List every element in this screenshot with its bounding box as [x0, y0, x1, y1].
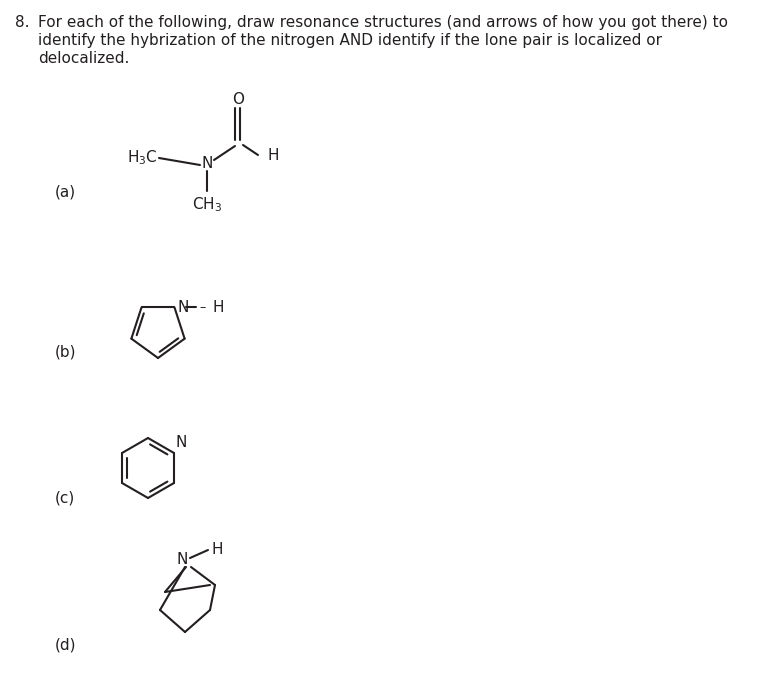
Text: delocalized.: delocalized.	[38, 51, 129, 66]
Text: N: N	[176, 435, 187, 450]
Text: (b): (b)	[55, 345, 77, 360]
Text: H: H	[212, 543, 223, 558]
Text: H: H	[212, 300, 224, 315]
Text: 8.: 8.	[15, 15, 30, 30]
Text: H$_3$C: H$_3$C	[127, 149, 158, 167]
Text: (a): (a)	[55, 184, 76, 199]
Text: H: H	[268, 148, 280, 163]
Text: CH$_3$: CH$_3$	[192, 196, 222, 214]
Text: N: N	[176, 552, 188, 568]
Text: identify the hybrization of the nitrogen AND identify if the lone pair is locali: identify the hybrization of the nitrogen…	[38, 33, 662, 48]
Text: N: N	[201, 156, 212, 171]
Text: For each of the following, draw resonance structures (and arrows of how you got : For each of the following, draw resonanc…	[38, 15, 728, 30]
Text: (c): (c)	[55, 490, 75, 505]
Text: –: –	[199, 301, 205, 314]
Text: O: O	[232, 92, 244, 107]
Text: N: N	[177, 300, 189, 315]
Text: (d): (d)	[55, 638, 77, 653]
